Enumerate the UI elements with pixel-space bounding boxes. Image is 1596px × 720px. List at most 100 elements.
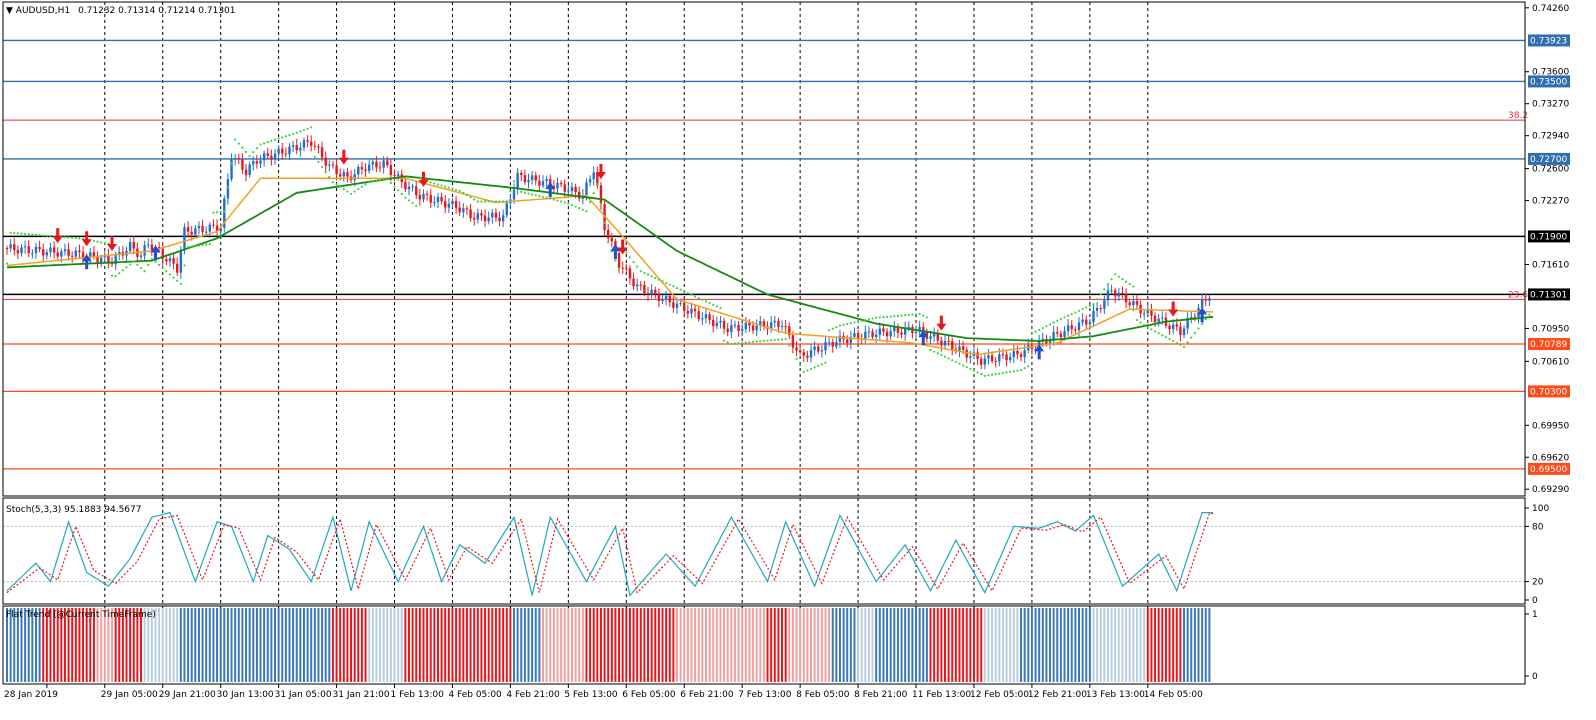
sar-dot [219,210,222,213]
sar-dot [1172,339,1175,343]
candle-body [49,247,52,253]
candle-body [628,268,632,279]
candle-body [824,342,827,351]
candle-body [114,254,117,265]
sar-dot [317,160,320,164]
candle-body [147,244,150,246]
sar-dot [451,187,454,190]
sar-dot [646,273,650,276]
sar-dot [458,189,461,192]
sar-dot [27,233,30,236]
sar-dot [520,190,523,193]
sar-dot [1070,312,1073,316]
sar-dot [867,318,871,321]
sar-dot [951,359,954,362]
candle-body [632,278,635,287]
candle-body [331,164,335,166]
sar-dot [650,275,653,278]
candle-body [389,165,393,176]
candle-body [541,181,545,186]
sar-dot [560,200,563,203]
sell-arrow-icon [107,235,118,251]
candle-body [476,213,480,220]
sar-dot [744,341,747,344]
sar-dot [237,142,240,145]
candle-body [367,164,371,171]
sar-dot [864,318,867,322]
sar-dot [751,340,755,344]
sar-dot [197,244,201,247]
sar-dot [223,210,226,213]
sar-dot [1121,278,1124,281]
candle-body [23,246,27,248]
sar-dot [842,323,845,326]
time-label: 7 Feb 13:00 [738,690,792,700]
candle-body [469,209,472,219]
sar-dot [697,297,700,300]
sar-dot [596,183,599,186]
candle-body [52,247,56,253]
candle-body [925,331,929,339]
candle-body [38,246,41,250]
buy-arrow-icon [81,254,92,270]
symbol-timeframe: AUDUSD,H1 [16,6,70,16]
buy-arrow-icon [918,330,929,346]
sar-dot [1135,318,1139,322]
sar-dot [165,270,168,273]
time-label: 12 Feb 05:00 [970,690,1029,700]
candle-body [556,182,559,189]
price-tick-label: 0.73270 [1532,100,1569,110]
level-label-box [1528,75,1570,88]
candle-body [190,231,193,235]
candle-body [990,355,994,362]
candle-body [353,174,356,181]
sar-dot [1099,293,1102,296]
candle-body [936,333,939,341]
candle-body [1193,316,1197,318]
sar-dot [552,198,555,201]
candle-body [520,172,523,176]
candle-body [447,204,451,208]
candle-body [570,186,574,192]
candle-body [726,328,729,333]
candle-body [201,225,204,232]
sar-dot [668,283,671,286]
candle-body [896,327,900,333]
sar-dot [20,232,23,235]
sar-dot [71,236,74,239]
candle-body [1128,302,1131,306]
sar-dot [1150,328,1153,331]
stoch-tick-label: 100 [1532,504,1549,514]
candle-body [444,201,447,208]
candle-body [755,325,758,331]
candle-body [871,331,874,338]
dropdown-triangle-icon: ▼ [6,6,16,16]
sar-dot [1038,328,1041,331]
candle-body [128,241,132,251]
candle-body [306,140,309,142]
sar-dot [1157,332,1160,335]
sar-dot [393,185,396,188]
candle-body [143,245,146,256]
candle-body [1088,322,1092,325]
candle-body [693,308,697,312]
candle-body [987,355,990,359]
sar-dot [578,207,581,210]
level-label: 0.69500 [1530,465,1567,475]
sar-dot [360,185,364,188]
trend-tick-label: 1 [1532,610,1538,620]
time-label: 12 Feb 21:00 [1028,690,1087,700]
candle-body [320,147,324,158]
sar-dot [885,315,889,318]
sar-dot [806,369,809,372]
sar-dot [42,234,45,237]
sar-dot [933,350,936,353]
candle-body [1182,328,1186,336]
sar-dot [121,269,124,272]
candle-body [440,196,443,202]
candle-body [1012,350,1016,358]
candle-body [248,164,251,175]
candle-body [646,293,650,295]
sar-dot [1045,325,1048,328]
sar-dot [1074,311,1077,314]
